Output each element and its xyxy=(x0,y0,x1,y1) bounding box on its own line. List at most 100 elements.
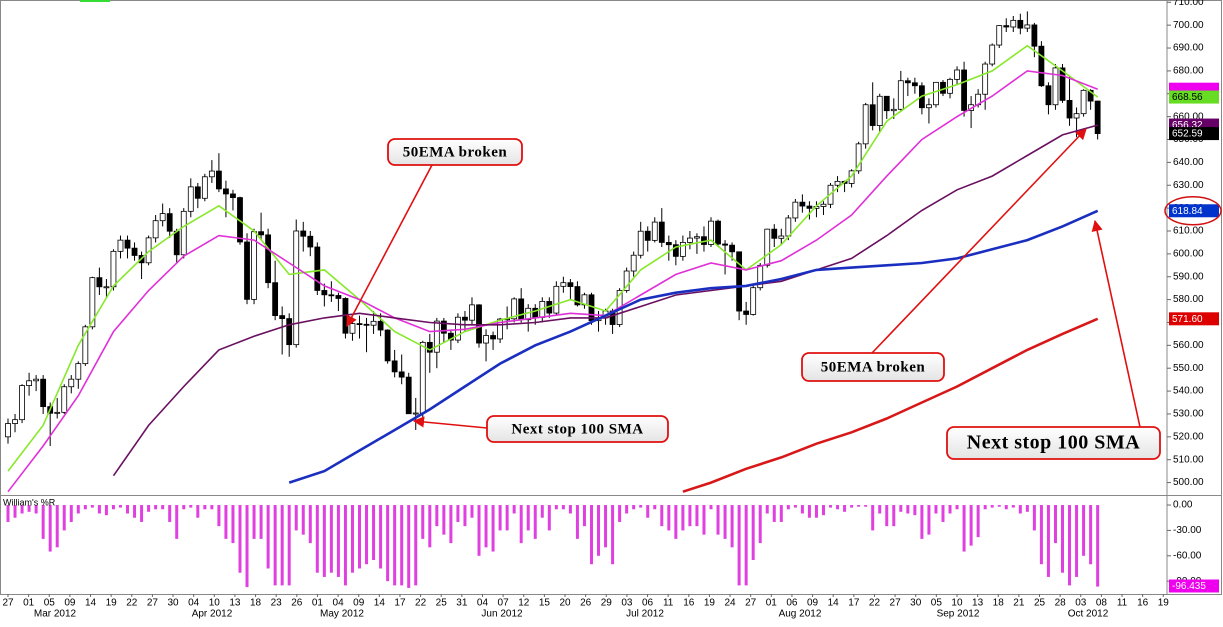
x-tick-label: 01 xyxy=(766,598,778,609)
indicator-bar xyxy=(358,505,361,569)
candle-body xyxy=(223,188,229,195)
candle-body xyxy=(933,81,939,106)
candle-body xyxy=(834,180,841,186)
month-label: May 2012 xyxy=(320,609,364,620)
x-tick-label: 25 xyxy=(1034,598,1046,609)
candle-body xyxy=(1059,67,1066,101)
indicator-bar xyxy=(182,505,186,510)
x-tick-label: 30 xyxy=(167,598,179,609)
candle-body xyxy=(476,304,482,344)
candle-body xyxy=(911,82,918,87)
x-tick-label: 16 xyxy=(683,598,695,609)
x-tick-label: 09 xyxy=(807,598,819,609)
indicator-bar xyxy=(400,505,404,586)
indicator-bar xyxy=(962,505,966,552)
candle-body xyxy=(623,270,630,291)
candle-body xyxy=(904,80,911,84)
x-tick-label: 19 xyxy=(106,598,118,609)
candle-body xyxy=(440,320,447,334)
indicator-bar xyxy=(639,505,643,508)
indicator-bar xyxy=(582,505,586,527)
indicator-bar xyxy=(744,505,748,586)
indicator-bar xyxy=(632,505,636,510)
x-tick-label: 13 xyxy=(229,598,241,609)
value-tag xyxy=(1169,579,1219,593)
indicator-bar xyxy=(203,505,207,510)
candle-body xyxy=(736,251,743,312)
indicator-bar xyxy=(716,505,720,535)
indicator-bar xyxy=(758,505,762,544)
indicator-bar xyxy=(308,505,312,544)
x-tick-label: 27 xyxy=(147,598,159,609)
indicator-bar xyxy=(1004,505,1008,510)
candle-body xyxy=(644,230,651,241)
indicator-title: William's %R xyxy=(3,497,56,507)
candle-body xyxy=(173,230,180,256)
indicator-bar xyxy=(1089,505,1093,565)
indicator-bar xyxy=(892,505,896,527)
candle-body xyxy=(722,243,728,246)
annotation-box xyxy=(946,426,1161,460)
candle-body xyxy=(771,228,778,239)
x-tick-label: 18 xyxy=(993,598,1005,609)
candle-body xyxy=(637,230,644,256)
candle-body xyxy=(314,246,321,291)
indicator-bar xyxy=(1075,505,1079,577)
candle-body xyxy=(1052,67,1059,106)
indicator-bar xyxy=(681,505,685,531)
indicator-bar xyxy=(618,505,622,522)
indicator-bar xyxy=(589,505,593,565)
indicator-bar xyxy=(41,505,45,539)
candle-body xyxy=(1024,24,1031,29)
x-tick-label: 21 xyxy=(1013,598,1025,609)
candle-body xyxy=(286,318,293,346)
indicator-bar xyxy=(1025,505,1029,512)
candle-body xyxy=(679,242,686,257)
indicator-bar xyxy=(547,505,551,531)
candle-body xyxy=(883,95,890,112)
candle-body xyxy=(497,318,504,340)
month-label: Apr 2012 xyxy=(192,609,233,620)
candle-body xyxy=(201,176,208,199)
x-tick-label: 26 xyxy=(291,598,303,609)
candle-body xyxy=(110,250,117,288)
indicator-bar xyxy=(850,505,854,508)
value-tag-label: -96.435 xyxy=(1172,581,1206,592)
indicator-bar xyxy=(540,505,544,518)
indicator-bar xyxy=(210,505,214,510)
candle-body xyxy=(750,287,757,315)
x-tick-label: 28 xyxy=(1055,598,1067,609)
indicator-bar xyxy=(259,505,263,539)
candle-body xyxy=(469,304,475,321)
candle-body xyxy=(321,290,328,296)
indicator-bar xyxy=(407,505,411,588)
x-tick-label: 20 xyxy=(559,598,571,609)
indicator-bar xyxy=(252,505,256,539)
y-tick-label: 550.00 xyxy=(1173,363,1204,374)
y-tick-label: 520.00 xyxy=(1173,431,1204,442)
indicator-bar xyxy=(48,505,52,552)
candle-body xyxy=(996,25,1003,46)
indicator-bar xyxy=(168,505,172,522)
candle-body xyxy=(785,217,792,237)
indicator-bar xyxy=(456,505,460,522)
x-tick-label: 04 xyxy=(333,598,345,609)
y-tick-label: 600.00 xyxy=(1173,249,1204,260)
candle-body xyxy=(715,220,721,245)
x-tick-label: 10 xyxy=(209,598,221,609)
candle-body xyxy=(19,385,25,421)
candle-body xyxy=(384,329,391,362)
indicator-bar xyxy=(470,505,474,518)
indicator-bar xyxy=(737,505,741,586)
x-tick-label: 31 xyxy=(456,598,468,609)
candle-body xyxy=(792,201,799,219)
indicator-bar xyxy=(315,505,319,573)
month-label: Mar 2012 xyxy=(34,609,77,620)
indicator-bar xyxy=(934,505,938,514)
indicator-bar xyxy=(997,505,1001,507)
indicator-bar xyxy=(667,505,671,531)
candle-body xyxy=(180,210,187,256)
candle-body xyxy=(567,282,574,287)
indicator-bar xyxy=(821,505,825,516)
indicator-bar xyxy=(294,505,298,531)
